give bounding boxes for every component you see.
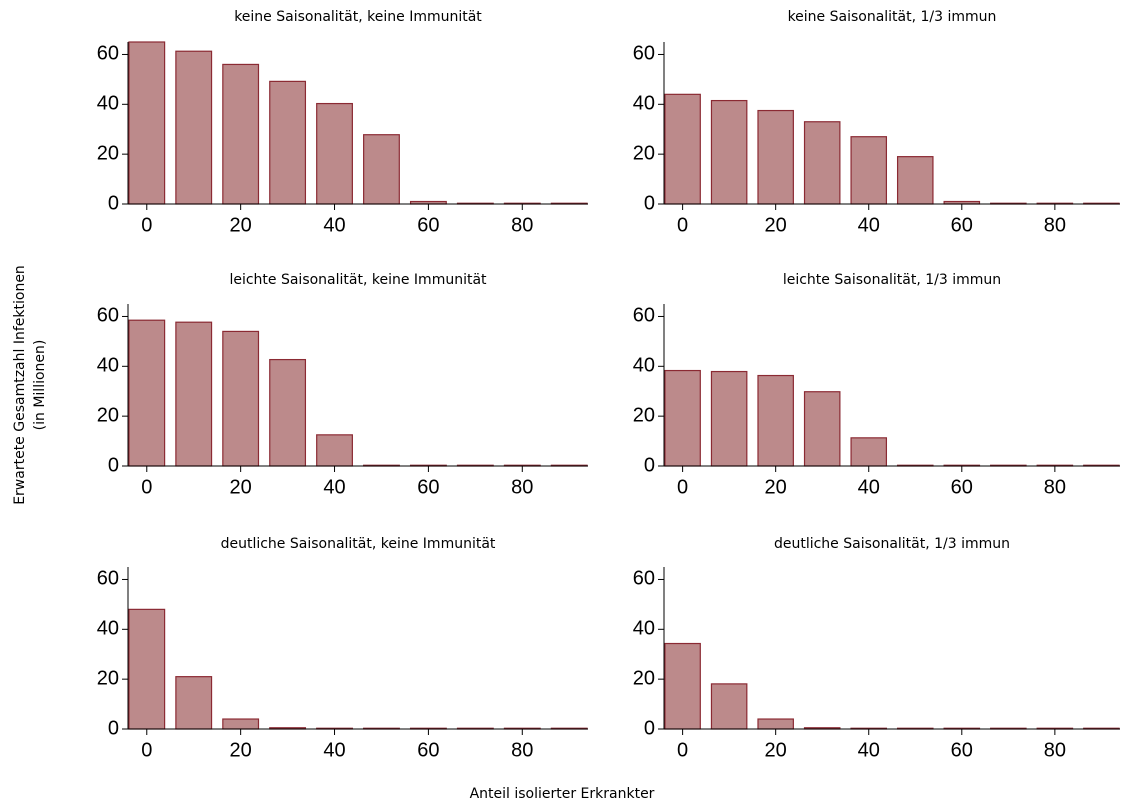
- y-axis-label: Erwartete Gesamtzahl Infektionen: [12, 265, 28, 505]
- x-tick-label: 80: [511, 214, 533, 236]
- bar: [128, 41, 166, 205]
- y-tick-label: 0: [644, 454, 655, 476]
- y-tick-label: 60: [633, 305, 655, 327]
- x-tick-label: 60: [417, 214, 439, 236]
- bar: [269, 80, 307, 205]
- x-axis-label: Anteil isolierter Erkrankter: [470, 786, 655, 802]
- bar: [316, 102, 353, 205]
- panel-title: keine Saisonalität, keine Immunität: [234, 9, 482, 25]
- panel-title: leichte Saisonalität, keine Immunität: [229, 272, 487, 288]
- bar: [803, 121, 841, 205]
- bar: [128, 319, 166, 467]
- x-tick-label: 80: [1044, 739, 1066, 761]
- bar: [222, 63, 260, 205]
- bar: [664, 93, 701, 205]
- x-tick-label: 0: [677, 214, 688, 236]
- panel-title: deutliche Saisonalität, keine Immunität: [221, 536, 496, 552]
- x-tick-label: 40: [323, 214, 345, 236]
- y-tick-label: 60: [97, 568, 119, 590]
- panel-title: keine Saisonalität, 1/3 immun: [788, 9, 997, 25]
- x-tick-label: 0: [677, 739, 688, 761]
- x-tick-label: 20: [765, 739, 787, 761]
- x-tick-label: 60: [951, 476, 973, 498]
- y-tick-label: 20: [97, 142, 119, 164]
- x-tick-label: 40: [323, 476, 345, 498]
- x-tick-label: 20: [765, 214, 787, 236]
- y-tick-label: 40: [97, 618, 119, 640]
- bar: [710, 683, 748, 730]
- x-tick-label: 40: [858, 476, 880, 498]
- x-tick-label: 60: [417, 739, 439, 761]
- bar: [175, 50, 213, 205]
- x-tick-label: 60: [417, 476, 439, 498]
- x-tick-label: 40: [858, 739, 880, 761]
- y-tick-label: 60: [97, 305, 119, 327]
- bar: [175, 676, 213, 730]
- x-tick-label: 0: [141, 739, 152, 761]
- y-tick-label: 20: [97, 667, 119, 689]
- bar: [664, 369, 701, 467]
- y-tick-label: 40: [97, 93, 119, 115]
- y-tick-label: 0: [108, 717, 119, 739]
- x-tick-label: 60: [951, 214, 973, 236]
- bar: [363, 134, 400, 205]
- y-tick-label: 20: [633, 667, 655, 689]
- x-tick-label: 80: [1044, 214, 1066, 236]
- x-tick-label: 40: [858, 214, 880, 236]
- bar: [803, 391, 841, 467]
- x-tick-label: 80: [1044, 476, 1066, 498]
- y-tick-label: 20: [633, 142, 655, 164]
- bar: [850, 136, 888, 205]
- y-tick-label: 0: [108, 192, 119, 214]
- x-tick-label: 80: [511, 739, 533, 761]
- y-tick-label: 60: [633, 568, 655, 590]
- bar: [710, 370, 748, 467]
- panel-title: deutliche Saisonalität, 1/3 immun: [774, 536, 1010, 552]
- x-tick-label: 20: [230, 739, 252, 761]
- y-tick-label: 60: [97, 43, 119, 65]
- x-tick-label: 80: [511, 476, 533, 498]
- bar: [850, 437, 888, 467]
- y-tick-label: 60: [633, 43, 655, 65]
- bar: [175, 321, 213, 467]
- bar: [269, 358, 307, 467]
- y-tick-label: 20: [633, 404, 655, 426]
- panel-title: leichte Saisonalität, 1/3 immun: [783, 272, 1001, 288]
- y-tick-label: 0: [644, 717, 655, 739]
- bar: [316, 434, 353, 467]
- y-tick-label: 40: [633, 355, 655, 377]
- x-tick-label: 20: [230, 476, 252, 498]
- bar: [664, 642, 701, 730]
- bar: [710, 99, 748, 205]
- bar: [896, 156, 934, 205]
- x-tick-label: 40: [323, 739, 345, 761]
- bar: [222, 330, 260, 467]
- y-axis-label: (in Millionen): [32, 340, 48, 431]
- x-tick-label: 60: [951, 739, 973, 761]
- y-tick-label: 40: [633, 618, 655, 640]
- bar: [128, 608, 166, 730]
- y-tick-label: 40: [97, 355, 119, 377]
- x-tick-label: 20: [765, 476, 787, 498]
- bar: [757, 109, 794, 205]
- y-tick-label: 20: [97, 404, 119, 426]
- bar: [757, 718, 794, 730]
- x-tick-label: 0: [677, 476, 688, 498]
- y-tick-label: 0: [108, 454, 119, 476]
- y-tick-label: 0: [644, 192, 655, 214]
- x-tick-label: 0: [141, 214, 152, 236]
- bar: [222, 718, 260, 730]
- x-tick-label: 0: [141, 476, 152, 498]
- bar: [757, 374, 794, 467]
- y-tick-label: 40: [633, 93, 655, 115]
- x-tick-label: 20: [230, 214, 252, 236]
